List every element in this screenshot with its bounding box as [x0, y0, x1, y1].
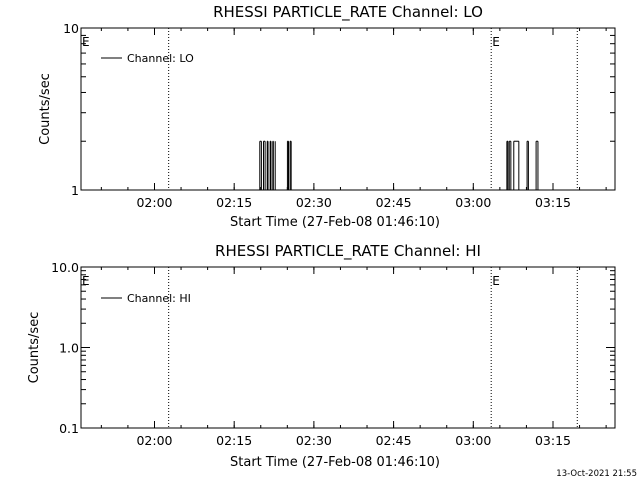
hi-x-axis-title: Start Time (27-Feb-08 01:46:10)	[230, 455, 440, 470]
lo-channel-panel: RHESSI PARTICLE_RATE Channel: LO 02:00 02:…	[38, 3, 616, 230]
hi-legend-label: Channel: HI	[127, 292, 191, 305]
lo-y-axis-title: Counts/sec	[38, 73, 53, 145]
lo-x-tick-label: 02:30	[296, 195, 332, 210]
lo-x-axis-title: Start Time (27-Feb-08 01:46:10)	[230, 215, 440, 230]
hi-x-tick-label: 02:30	[296, 433, 332, 448]
hi-channel-panel: RHESSI PARTICLE_RATE Channel: HI 02:00 02:…	[27, 242, 616, 470]
lo-x-tick-label: 03:00	[455, 195, 491, 210]
generation-timestamp: 13-Oct-2021 21:55	[556, 469, 637, 479]
hi-chart-title: RHESSI PARTICLE_RATE Channel: HI	[215, 242, 481, 261]
lo-event-marker: E	[82, 35, 90, 49]
hi-y-axis-title: Counts/sec	[27, 312, 42, 384]
hi-x-tick-label: 02:15	[216, 433, 252, 448]
lo-y-tick-label: 1	[71, 183, 79, 198]
lo-x-tick-label: 02:00	[136, 195, 172, 210]
lo-legend-label: Channel: LO	[127, 52, 194, 65]
lo-y-tick-label: 10	[63, 21, 79, 36]
hi-y-tick-label: 1.0	[59, 341, 79, 356]
hi-x-tick-label: 02:00	[136, 433, 172, 448]
lo-chart-title: RHESSI PARTICLE_RATE Channel: LO	[213, 3, 483, 22]
hi-y-tick-label: 0.1	[59, 421, 79, 436]
lo-x-tick-label: 03:15	[535, 195, 571, 210]
hi-x-tick-label: 03:15	[535, 433, 571, 448]
hi-x-tick-label: 03:00	[455, 433, 491, 448]
lo-x-tick-label: 02:15	[216, 195, 252, 210]
lo-plot-frame	[80, 27, 616, 191]
hi-event-marker: E	[492, 274, 500, 288]
lo-x-tick-label: 02:45	[376, 195, 412, 210]
lo-event-marker: E	[492, 35, 500, 49]
hi-x-tick-label: 02:45	[376, 433, 412, 448]
hi-y-tick-label: 10.0	[51, 260, 79, 275]
hi-event-marker: E	[82, 274, 90, 288]
